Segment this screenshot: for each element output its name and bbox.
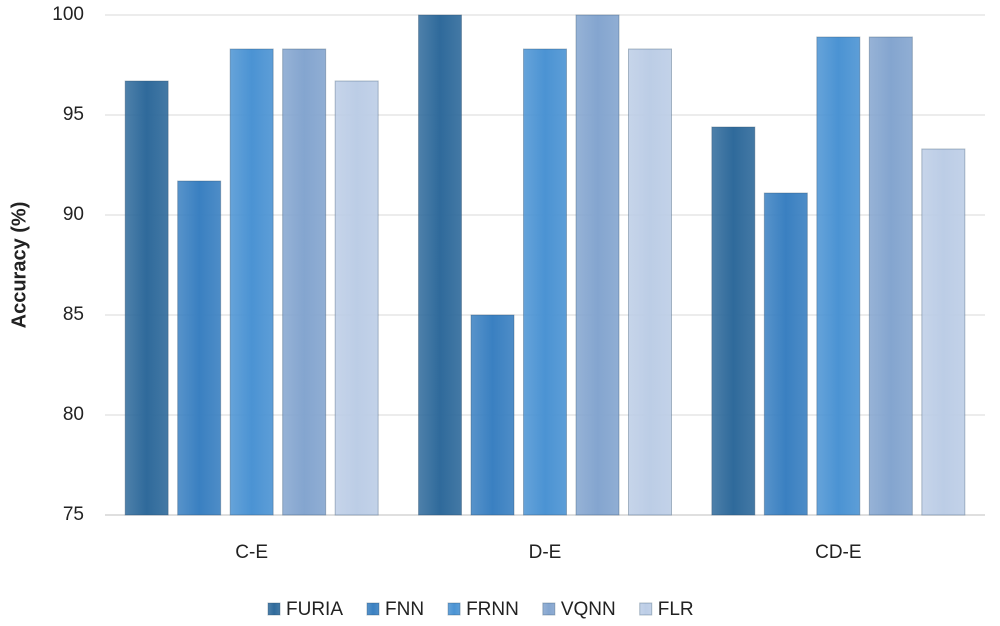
bar [575, 14, 620, 516]
x-tick-label: D-E [529, 542, 562, 563]
bar [334, 80, 379, 516]
bar [418, 14, 462, 516]
y-tick-label: 90 [63, 204, 84, 225]
legend-marker [542, 602, 556, 616]
legend-label: VQNN [561, 599, 616, 620]
bar [628, 48, 672, 516]
legend-marker [366, 602, 380, 616]
y-tick-label: 75 [63, 504, 84, 525]
bar [229, 48, 274, 516]
bar [523, 48, 567, 516]
y-tick-label: 80 [63, 404, 84, 425]
bar [470, 314, 515, 516]
legend-label: FLR [658, 599, 694, 620]
y-tick-label: 95 [63, 104, 84, 125]
bar [282, 48, 327, 516]
bar [816, 36, 861, 516]
bar [921, 148, 966, 516]
x-tick-label: CD-E [815, 542, 861, 563]
y-tick-label: 85 [63, 304, 84, 325]
bar [177, 180, 222, 516]
legend-label: FNN [385, 599, 424, 620]
bar [763, 192, 808, 516]
bar [711, 126, 756, 516]
legend-marker [267, 602, 281, 616]
y-tick-label: 100 [52, 4, 84, 25]
x-tick-label: C-E [235, 542, 268, 563]
y-axis-label: Accuracy (%) [8, 202, 30, 329]
legend-marker [447, 602, 461, 616]
legend-marker [639, 602, 653, 616]
bar [124, 80, 169, 516]
legend-label: FRNN [466, 599, 519, 620]
legend-label: FURIA [286, 599, 343, 620]
bar [868, 36, 913, 516]
